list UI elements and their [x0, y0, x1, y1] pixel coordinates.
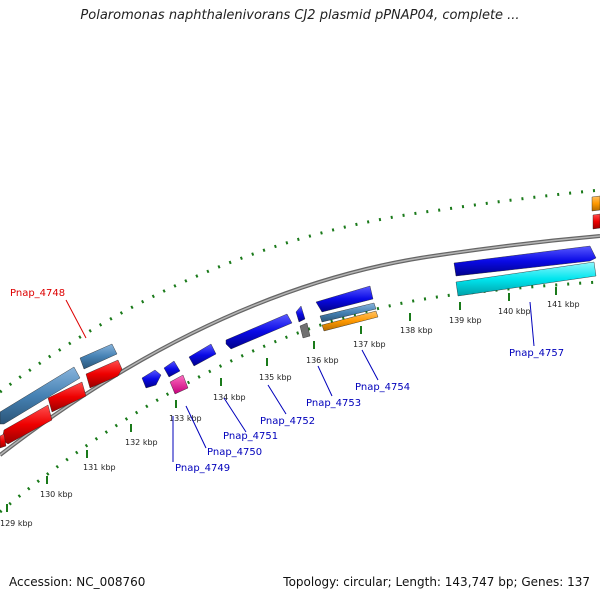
gene-pnap4757-cyan[interactable]	[455, 261, 597, 297]
tick-label-138kbp: 138 kbp	[400, 326, 433, 335]
label-leaders	[65, 299, 535, 462]
tick-label-130kbp: 130 kbp	[40, 490, 73, 499]
gene-label-pnap4754[interactable]: Pnap_4754	[355, 382, 410, 393]
gene-red-left-4[interactable]	[0, 433, 7, 449]
gene-label-pnap4749[interactable]: Pnap_4749	[175, 463, 230, 474]
outer-tick-track	[0, 188, 600, 394]
gene-features	[0, 195, 600, 449]
tick-label-140kbp: 140 kbp	[498, 307, 531, 316]
gene-red-edge[interactable]	[592, 213, 600, 230]
gene-red-left-3[interactable]	[85, 359, 123, 389]
major-ticks	[6, 287, 557, 512]
gene-pnap4754-orange[interactable]	[321, 310, 379, 332]
gene-gray-136[interactable]	[299, 322, 311, 339]
summary-text: Topology: circular; Length: 143,747 bp; …	[283, 575, 590, 589]
gene-pnap4749-arrow[interactable]	[141, 369, 162, 389]
gene-pnap4752-arrow[interactable]	[225, 313, 293, 350]
tick-label-141kbp: 141 kbp	[547, 300, 580, 309]
gene-pnap4757-blue[interactable]	[453, 245, 597, 277]
gene-pnap4750-arrow[interactable]	[163, 360, 181, 378]
gene-steelblue-left-2[interactable]	[79, 343, 118, 370]
gene-label-pnap4751[interactable]: Pnap_4751	[223, 431, 278, 442]
tick-label-137kbp: 137 kbp	[353, 340, 386, 349]
gene-red-left-2[interactable]	[47, 381, 87, 413]
tick-label-133kbp: 133 kbp	[169, 414, 202, 423]
gene-orange-edge[interactable]	[591, 195, 600, 212]
gene-steelblue-137[interactable]	[319, 302, 377, 323]
gene-pnap4753-arrow[interactable]	[315, 285, 374, 313]
tick-label-131kbp: 131 kbp	[83, 463, 116, 472]
tick-label-139kbp: 139 kbp	[449, 316, 482, 325]
accession-text: Accession: NC_008760	[9, 575, 146, 589]
tick-label-136kbp: 136 kbp	[306, 356, 339, 365]
gene-label-pnap4750[interactable]: Pnap_4750	[207, 447, 262, 458]
gene-pnap4751-arrow[interactable]	[188, 343, 217, 367]
map-title: Polaromonas naphthalenivorans CJ2 plasmi…	[80, 8, 520, 23]
gene-steelblue-left-1[interactable]	[0, 366, 81, 425]
gene-label-pnap4752[interactable]: Pnap_4752	[260, 416, 315, 427]
gene-label-pnap4757[interactable]: Pnap_4757	[509, 348, 564, 359]
gene-magenta[interactable]	[169, 374, 189, 395]
tick-label-132kbp: 132 kbp	[125, 438, 158, 447]
gene-label-pnap4748[interactable]: Pnap_4748	[10, 288, 65, 299]
gene-label-pnap4753[interactable]: Pnap_4753	[306, 398, 361, 409]
gene-small-blue-136[interactable]	[295, 305, 306, 323]
tick-label-135kbp: 135 kbp	[259, 373, 292, 382]
tick-label-129kbp: 129 kbp	[0, 519, 33, 528]
tick-label-134kbp: 134 kbp	[213, 393, 246, 402]
